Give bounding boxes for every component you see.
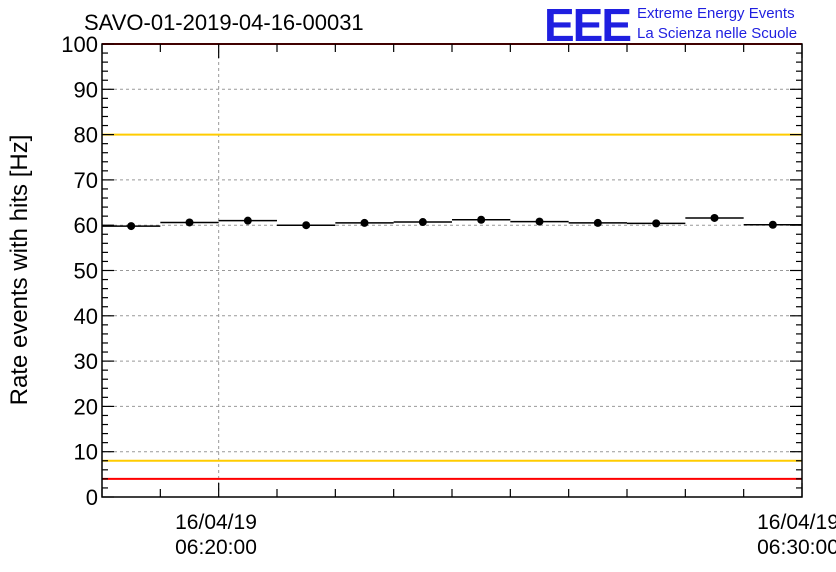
data-point <box>418 218 427 227</box>
data-point <box>593 218 602 227</box>
y-tick-label: 0 <box>86 485 98 510</box>
y-tick-label: 10 <box>74 440 98 465</box>
x-tick-2-date: 16/04/19 <box>757 511 836 534</box>
x-tick-1-time: 06:20:00 <box>175 536 257 559</box>
x-tick-2-time: 06:30:00 <box>757 536 836 559</box>
y-axis-label: Rate events with hits [Hz] <box>6 134 33 406</box>
data-point <box>710 213 719 222</box>
data-point <box>535 217 544 226</box>
logo-line-2: La Scienza nelle Scuole <box>637 25 798 42</box>
y-tick-label: 60 <box>74 213 98 238</box>
x-tick-label-1: 16/04/19 06:20:00 <box>156 510 276 560</box>
data-point <box>243 216 252 225</box>
data-point <box>302 221 311 230</box>
eee-logo-mark: EEE <box>544 0 632 51</box>
y-tick-label: 20 <box>74 394 98 419</box>
eee-logo: EEE Extreme Energy Events La Scienza nel… <box>544 0 834 51</box>
data-point <box>768 220 777 229</box>
data-point <box>360 218 369 227</box>
y-tick-label: 70 <box>74 168 98 193</box>
chart-title: SAVO-01-2019-04-16-00031 <box>84 10 364 35</box>
data-point <box>185 218 194 227</box>
data-point <box>652 219 661 228</box>
data-point <box>477 215 486 224</box>
x-tick-label-2: 16/04/19 06:30:00 <box>738 510 836 560</box>
data-point <box>127 222 136 231</box>
y-tick-label: 100 <box>61 32 98 57</box>
y-tick-label: 50 <box>74 259 98 284</box>
logo-line-1: Extreme Energy Events <box>637 5 795 22</box>
y-tick-label: 40 <box>74 304 98 329</box>
x-tick-1-date: 16/04/19 <box>175 511 257 534</box>
y-tick-label: 30 <box>74 349 98 374</box>
y-tick-label: 90 <box>74 77 98 102</box>
y-tick-label: 80 <box>74 123 98 148</box>
